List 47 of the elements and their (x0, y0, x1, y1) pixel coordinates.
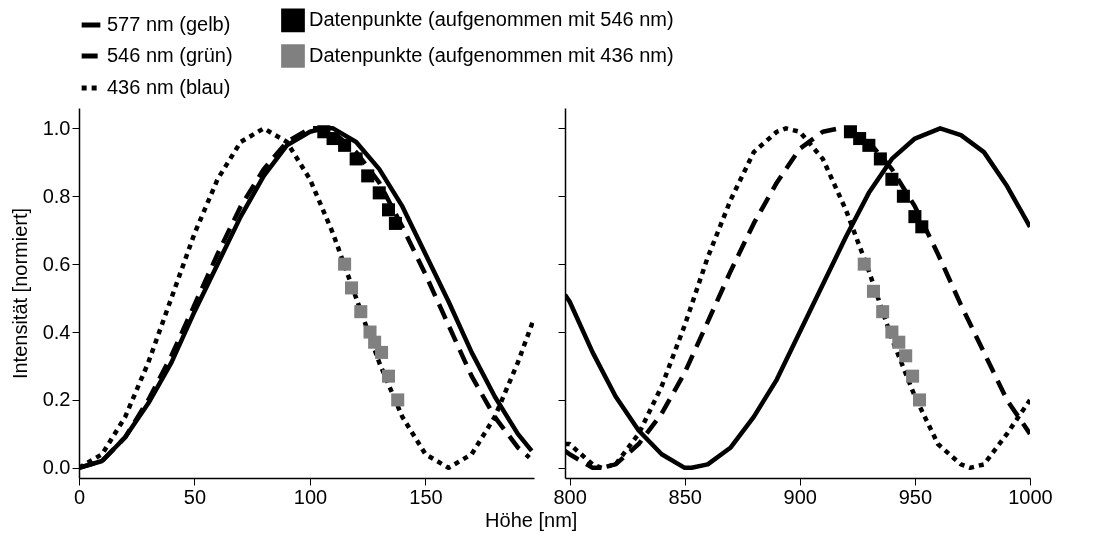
x-axis-title: Höhe [nm] (485, 509, 578, 531)
x-tick-label: 950 (898, 485, 933, 508)
point (866, 284, 880, 298)
point (876, 305, 890, 319)
x-tick-label: 800 (553, 485, 587, 508)
y-tick-label: 0.6 (42, 252, 71, 275)
point (857, 257, 871, 271)
point (375, 345, 389, 359)
legend-label: 436 nm (blau) (107, 76, 231, 98)
point (896, 189, 910, 203)
point (361, 169, 375, 183)
point (354, 305, 368, 319)
point (345, 281, 359, 295)
y-tick-label: 0.2 (42, 388, 71, 411)
point (388, 216, 402, 230)
legend-label: 577 nm (gelb) (107, 13, 231, 35)
x-tick-label: 50 (183, 485, 207, 508)
point (381, 203, 396, 217)
point (862, 138, 876, 152)
legend-label: Datenpunkte (aufgenommen mit 546 nm) (309, 8, 674, 31)
x-tick-label: 100 (293, 485, 328, 508)
point (912, 393, 927, 407)
x-tick-label: 0 (73, 485, 86, 508)
x-tick-label: 1000 (1008, 485, 1053, 508)
y-axis-title: Intensität [normiert] (8, 207, 31, 380)
x-tick-label: 150 (409, 485, 443, 508)
point (381, 369, 396, 383)
y-tick-label: 0.0 (42, 456, 71, 479)
point (885, 172, 899, 186)
y-tick-label: 1.0 (42, 116, 71, 139)
legend-label: 546 nm (grün) (107, 44, 233, 66)
point (906, 369, 920, 383)
point (326, 132, 340, 146)
point (372, 186, 386, 200)
point (915, 220, 929, 234)
point (338, 257, 352, 271)
point (873, 152, 887, 166)
y-tick-label: 0.4 (42, 320, 71, 343)
point (349, 152, 363, 166)
x-tick-label: 850 (668, 485, 702, 508)
legend-label: Datenpunkte (aufgenommen mit 436 nm) (309, 44, 674, 66)
point (391, 393, 405, 407)
x-tick-label: 900 (783, 485, 817, 508)
point (892, 335, 906, 349)
point (338, 138, 352, 152)
y-tick-label: 0.8 (42, 184, 71, 207)
point (899, 349, 913, 363)
